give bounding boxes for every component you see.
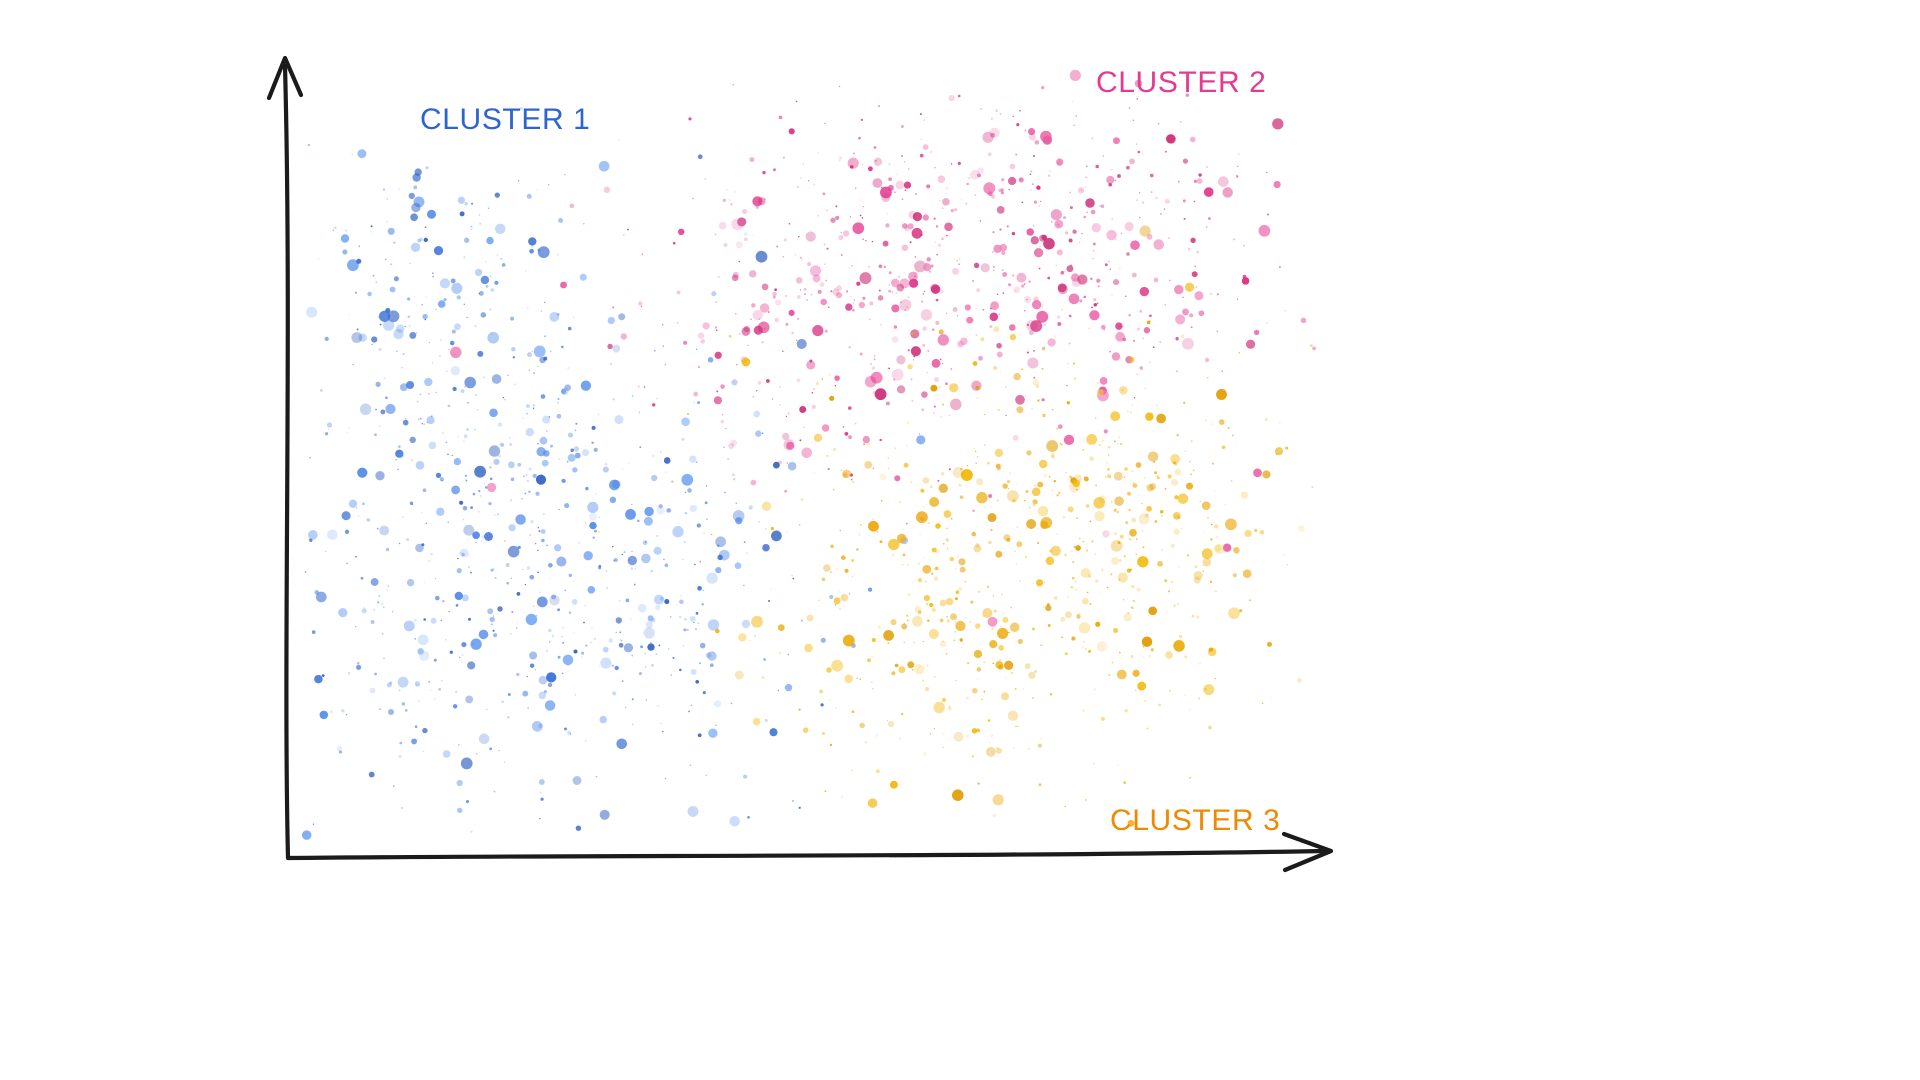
y-axis-arrowhead-icon: [266, 55, 304, 101]
cluster-2-label: CLUSTER 2: [1096, 66, 1267, 99]
x-axis-arrowhead-icon: [1281, 831, 1334, 873]
cluster-1-label: CLUSTER 1: [420, 103, 591, 136]
y-axis-line: [282, 63, 291, 861]
cluster-3-label: CLUSTER 3: [1110, 804, 1281, 837]
x-axis-line: [285, 848, 1327, 861]
scatter-points: [301, 69, 1317, 840]
